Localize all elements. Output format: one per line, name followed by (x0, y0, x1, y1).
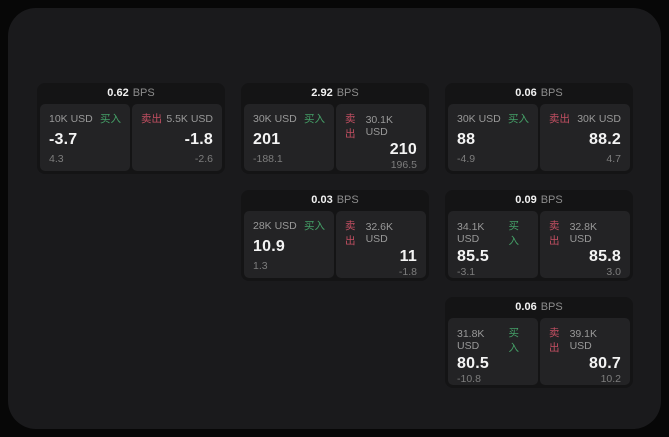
buy-sub-value: 4.3 (49, 153, 64, 165)
bps-value: 0.09 (515, 194, 537, 206)
buy-sub-value: -4.9 (457, 153, 476, 165)
sell-quote-value: 11 (399, 248, 417, 265)
bps-unit-label: BPS (540, 301, 563, 313)
buy-sub-value: -10.8 (457, 373, 481, 385)
sell-sub-value: 4.7 (606, 153, 621, 165)
buy-amount: 10K USD (49, 112, 93, 125)
bps-header: 0.06 BPS (445, 83, 633, 104)
quote-card: 0.06 BPS 30K USD 买入 88 -4.9 卖出 30K USD 8… (445, 83, 633, 174)
buy-panel[interactable]: 30K USD 买入 88 -4.9 (448, 104, 538, 171)
quote-card: 2.92 BPS 30K USD 买入 201 -188.1 卖出 30.1K … (241, 83, 429, 174)
sell-quote-value: 80.7 (589, 355, 621, 372)
buy-quote-value: 88 (457, 130, 476, 148)
sell-amount: 32.8K USD (569, 221, 598, 245)
buy-label: 买入 (100, 113, 121, 125)
sell-quote-value: 88.2 (589, 130, 621, 148)
sell-panel[interactable]: 卖出 30.1K USD 210 196.5 (336, 104, 426, 171)
buy-label: 买入 (508, 113, 529, 125)
buy-quote-value: 201 (253, 130, 281, 148)
sell-label: 卖出 (345, 220, 356, 247)
buy-label: 买入 (508, 220, 519, 247)
sell-label: 卖出 (345, 113, 356, 140)
bps-value: 0.06 (515, 87, 537, 99)
sell-sub-value: 10.2 (600, 373, 621, 385)
bps-header: 0.09 BPS (445, 190, 633, 211)
sell-quote-value: 85.8 (589, 248, 621, 265)
sell-label: 卖出 (141, 113, 162, 125)
buy-quote-value: 10.9 (253, 237, 285, 255)
sell-amount: 39.1K USD (569, 328, 598, 352)
buy-amount: 30K USD (253, 112, 297, 125)
sell-panel[interactable]: 卖出 5.5K USD -1.8 -2.6 (132, 104, 222, 171)
sell-panel[interactable]: 卖出 32.8K USD 85.8 3.0 (540, 211, 630, 278)
buy-sub-value: -3.1 (457, 266, 476, 278)
buy-amount: 30K USD (457, 112, 501, 125)
sell-amount: 32.6K USD (365, 221, 394, 245)
buy-sub-value: 1.3 (253, 260, 268, 272)
sell-label: 卖出 (549, 327, 560, 354)
buy-label: 买入 (304, 220, 325, 232)
sell-sub-value: -1.8 (398, 266, 417, 278)
quote-card: 0.09 BPS 34.1K USD 买入 85.5 -3.1 卖出 32.8K… (445, 190, 633, 281)
sell-quote-value: 210 (389, 141, 417, 158)
sell-sub-value: -2.6 (194, 153, 213, 165)
bps-value: 0.03 (311, 194, 333, 206)
buy-amount: 34.1K USD (457, 221, 485, 245)
buy-quote-value: 80.5 (457, 355, 489, 372)
sell-quote-value: -1.8 (184, 130, 213, 148)
bps-value: 0.06 (515, 301, 537, 313)
bps-header: 0.06 BPS (445, 297, 633, 318)
bps-header: 2.92 BPS (241, 83, 429, 104)
sell-panel[interactable]: 卖出 30K USD 88.2 4.7 (540, 104, 630, 171)
bps-unit-label: BPS (336, 194, 359, 206)
sell-amount: 5.5K USD (166, 112, 213, 125)
sell-amount: 30K USD (577, 112, 621, 125)
buy-amount: 31.8K USD (457, 328, 485, 352)
quote-card: 0.03 BPS 28K USD 买入 10.9 1.3 卖出 32.6K US… (241, 190, 429, 281)
buy-panel[interactable]: 10K USD 买入 -3.7 4.3 (40, 104, 130, 171)
buy-label: 买入 (304, 113, 325, 125)
buy-quote-value: 85.5 (457, 248, 489, 265)
bps-unit-label: BPS (132, 87, 155, 99)
bps-header: 0.62 BPS (37, 83, 225, 104)
buy-label: 买入 (508, 327, 519, 354)
sell-panel[interactable]: 卖出 32.6K USD 11 -1.8 (336, 211, 426, 278)
buy-amount: 28K USD (253, 219, 297, 232)
buy-panel[interactable]: 30K USD 买入 201 -188.1 (244, 104, 334, 171)
quote-card: 0.06 BPS 31.8K USD 买入 80.5 -10.8 卖出 39.1… (445, 297, 633, 388)
bps-value: 0.62 (107, 87, 129, 99)
buy-panel[interactable]: 28K USD 买入 10.9 1.3 (244, 211, 334, 278)
buy-panel[interactable]: 34.1K USD 买入 85.5 -3.1 (448, 211, 538, 278)
bps-unit-label: BPS (540, 87, 563, 99)
sell-sub-value: 196.5 (390, 159, 417, 171)
buy-panel[interactable]: 31.8K USD 买入 80.5 -10.8 (448, 318, 538, 385)
sell-panel[interactable]: 卖出 39.1K USD 80.7 10.2 (540, 318, 630, 385)
quote-card: 0.62 BPS 10K USD 买入 -3.7 4.3 卖出 5.5K USD… (37, 83, 225, 174)
sell-amount: 30.1K USD (365, 114, 394, 138)
bps-unit-label: BPS (540, 194, 563, 206)
bps-unit-label: BPS (336, 87, 359, 99)
bps-value: 2.92 (311, 87, 333, 99)
bps-header: 0.03 BPS (241, 190, 429, 211)
sell-label: 卖出 (549, 220, 560, 247)
buy-sub-value: -188.1 (253, 153, 283, 165)
sell-label: 卖出 (549, 113, 570, 125)
buy-quote-value: -3.7 (49, 130, 78, 148)
sell-sub-value: 3.0 (606, 266, 621, 278)
